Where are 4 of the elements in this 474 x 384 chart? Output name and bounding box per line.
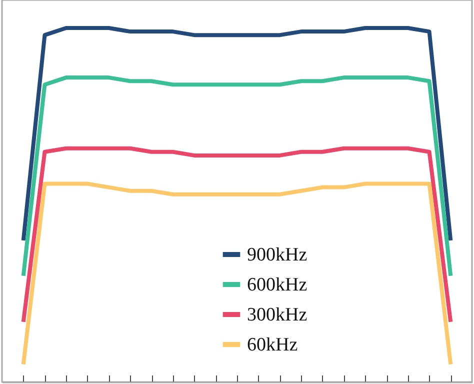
legend-label: 900kHz xyxy=(247,244,308,266)
legend-label: 60kHz xyxy=(247,334,298,356)
legend-label: 300kHz xyxy=(247,304,308,326)
legend-label: 600kHz xyxy=(247,274,308,296)
